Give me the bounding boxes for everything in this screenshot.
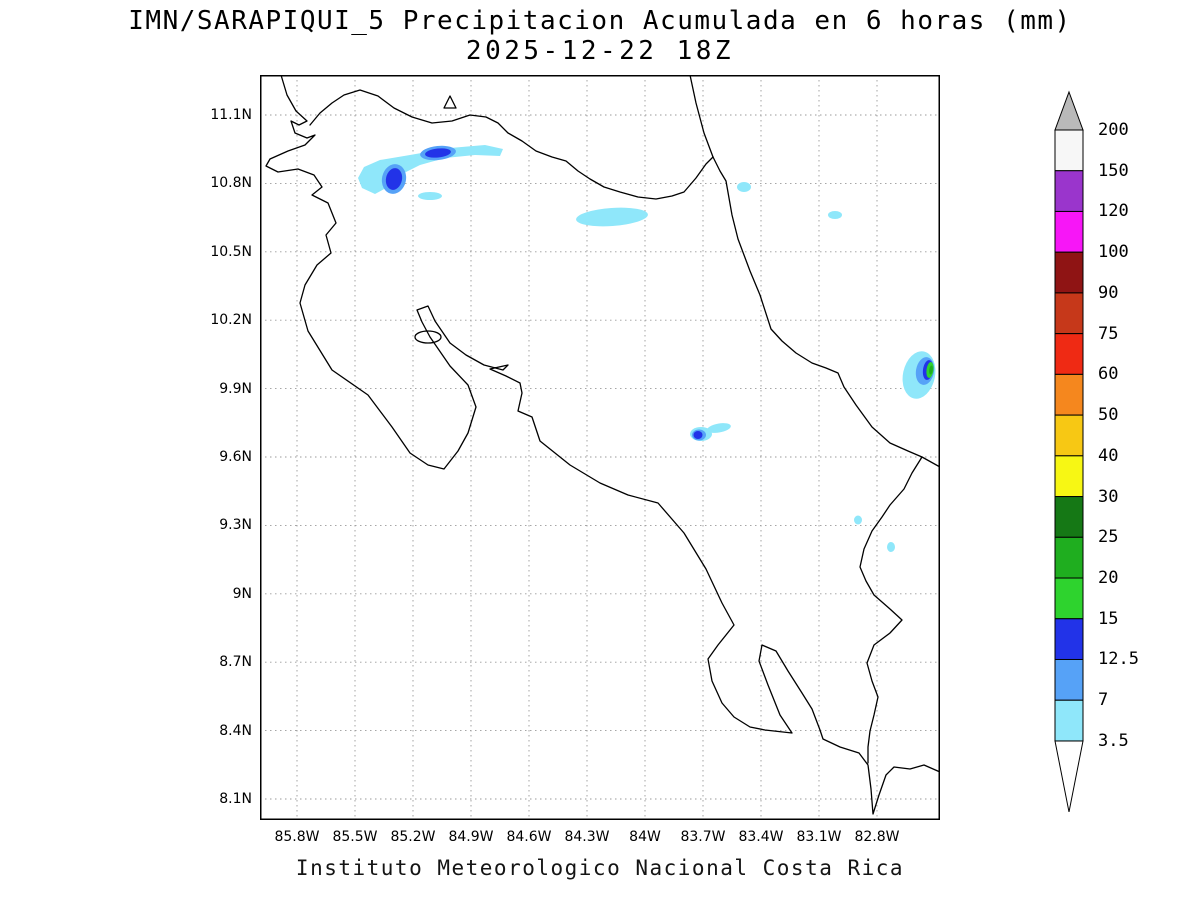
precip-feature-talamanca-spot-12mm	[693, 431, 703, 439]
colorbar-scale	[1054, 90, 1084, 813]
colorbar-legend: 200 150 120 100 90 75 60 50 40 30 25 20 15 12.5 7 3.5	[1052, 90, 1198, 830]
colorbar-tick-label: 25	[1098, 527, 1119, 548]
lon-tick-label: 84W	[629, 829, 661, 845]
lat-tick-label: 10.8N	[210, 175, 252, 192]
lat-tick-label: 9N	[232, 585, 252, 602]
precip-feature-guanacaste-band-fragment	[418, 192, 442, 200]
colorbar-tick-label: 100	[1098, 242, 1129, 263]
colorbar-tick-label: 3.5	[1098, 730, 1129, 751]
colorbar-cell	[1054, 577, 1084, 620]
colorbar-tick-label: 7	[1098, 690, 1109, 711]
lat-tick-label: 8.7N	[219, 654, 252, 671]
precip-feature-talamanca-streak-3mm	[707, 423, 731, 433]
colorbar-cell	[1054, 373, 1084, 416]
lon-tick-label: 82.8W	[854, 829, 900, 845]
chart-subtitle: 2025-12-22 18Z	[465, 36, 735, 66]
colorbar-cell	[1054, 536, 1084, 579]
colorbar-tick-label: 120	[1098, 201, 1129, 222]
lat-tick-label: 9.6N	[219, 449, 252, 465]
nicaragua-border-lake-sanjuan	[309, 89, 714, 200]
colorbar-tick-label: 20	[1098, 568, 1119, 589]
colorbar-tick-label: 75	[1098, 323, 1119, 344]
colorbar-cell	[1054, 292, 1084, 335]
colorbar-tick-label: 90	[1098, 282, 1119, 303]
precip-feature-caribbean-north-spot	[737, 182, 751, 192]
map-plot	[260, 75, 940, 820]
colorbar-cell	[1054, 414, 1084, 457]
precip-feature-guanacaste-core-west-12mm	[385, 168, 403, 190]
colorbar-cell	[1054, 210, 1084, 253]
caribbean-coast-nicaragua	[689, 75, 714, 158]
coastline-outline	[265, 75, 940, 815]
lon-tick-label: 83.4W	[738, 829, 784, 845]
colorbar-cell	[1054, 129, 1084, 172]
lat-tick-label: 9.9N	[219, 380, 252, 397]
colorbar-tick-label: 15	[1098, 608, 1119, 629]
lat-tick-label: 11.1N	[210, 107, 252, 123]
footer-credit: Instituto Meteorologico Nacional Costa R…	[295, 856, 905, 880]
caribbean-coast-costarica	[712, 156, 940, 468]
colorbar-tick-label: 150	[1098, 160, 1129, 181]
colorbar-tick-label: 200	[1098, 120, 1129, 140]
precip-feature-caribbean-northeast-spot	[828, 211, 842, 219]
lon-tick-label: 83.7W	[680, 829, 726, 845]
lon-tick-label: 84.6W	[506, 829, 552, 845]
pacific-coastline	[265, 75, 940, 815]
lon-tick-label: 85.2W	[390, 829, 436, 845]
precip-feature-northern-plains-band	[576, 207, 648, 227]
lon-tick-label: 84.9W	[448, 829, 494, 845]
chart-title: IMN/SARAPIQUI_5 Precipitacion Acumulada …	[128, 6, 1072, 36]
precip-feature-east-coast-blob-20mm	[929, 365, 933, 375]
precip-feature-south-caribbean-dot-1	[854, 515, 862, 525]
plot-frame	[260, 75, 940, 820]
colorbar-cell	[1054, 455, 1084, 498]
colorbar-cell	[1054, 618, 1084, 660]
colorbar-cell	[1054, 658, 1084, 701]
colorbar-tick-label: 30	[1098, 486, 1119, 507]
solentiname-island-marker	[443, 95, 457, 109]
colorbar-tick-label: 12.5	[1098, 649, 1139, 670]
lon-tick-label: 84.3W	[564, 829, 610, 845]
lat-tick-label: 9.3N	[219, 517, 252, 534]
gridlines	[260, 75, 940, 820]
lon-tick-label: 83.1W	[796, 829, 842, 845]
colorbar-tick-label: 50	[1098, 405, 1119, 426]
lat-tick-label: 8.4N	[219, 722, 252, 739]
colorbar-cell	[1054, 251, 1084, 294]
precip-feature-south-caribbean-dot-2	[887, 542, 895, 552]
colorbar-cell	[1054, 496, 1084, 538]
precip-feature-guanacaste-core-east-12mm	[425, 148, 451, 158]
lat-tick-label: 10.2N	[210, 312, 252, 329]
colorbar-tick-label: 60	[1098, 364, 1119, 385]
panama-border	[859, 456, 923, 764]
colorbar-over-triangle	[1054, 90, 1084, 131]
colorbar-cell	[1054, 170, 1084, 212]
colorbar-tick-label: 40	[1098, 445, 1119, 466]
lon-tick-label: 85.8W	[274, 829, 320, 845]
map-canvas	[260, 75, 940, 820]
colorbar-under-triangle	[1054, 740, 1084, 813]
lon-tick-label: 85.5W	[332, 829, 378, 845]
precipitation-contours	[358, 145, 936, 552]
lat-tick-label: 10.5N	[210, 243, 252, 260]
chira-island	[414, 330, 442, 344]
colorbar-cell	[1054, 699, 1084, 742]
colorbar-cell	[1054, 333, 1084, 375]
lat-tick-label: 8.1N	[219, 791, 252, 807]
